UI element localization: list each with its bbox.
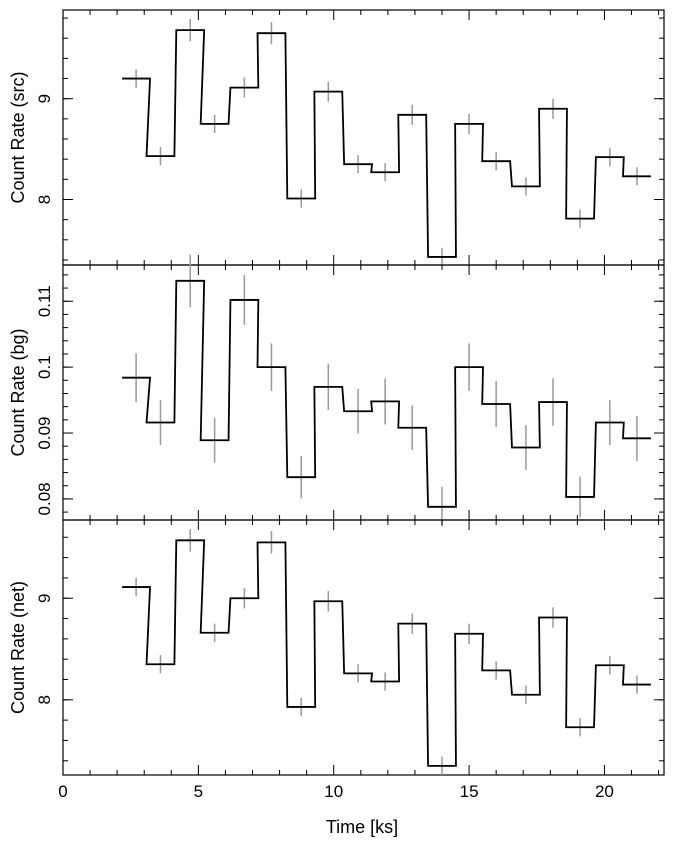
panel-net: 8 9 Count Rate (net) — [8, 519, 665, 776]
y-tick-label: 8 — [35, 195, 54, 204]
x-axis-tick-labels: 0 5 10 15 20 — [58, 782, 614, 801]
panel-src: 8 9 Count Rate (src) — [8, 9, 665, 267]
x-tick-label: 0 — [58, 782, 67, 801]
x-tick-label: 5 — [194, 782, 203, 801]
panel-frame — [62, 9, 665, 266]
series-step-line-src — [122, 29, 651, 258]
x-tick-label: 10 — [324, 782, 343, 801]
y-tick-label: 9 — [35, 94, 54, 103]
series-step-line-net — [122, 539, 651, 767]
y-tick-label: 8 — [35, 695, 54, 704]
y-tick-label: 0.09 — [35, 416, 54, 449]
x-tick-label: 15 — [460, 782, 479, 801]
x-tick-label: 20 — [595, 782, 614, 801]
y-axis-label: Count Rate (src) — [8, 71, 28, 203]
panel-frame — [62, 264, 665, 521]
y-tick-label: 0.08 — [35, 482, 54, 515]
series-step-line-bg — [122, 279, 651, 508]
y-axis-label: Count Rate (bg) — [8, 328, 28, 456]
y-tick-label: 0.11 — [35, 285, 54, 317]
y-tick-label: 0.1 — [35, 355, 54, 379]
panel-bg: 0.08 0.09 0.1 0.11 Count Rate (bg) — [8, 254, 665, 527]
y-axis-label: Count Rate (net) — [8, 581, 28, 714]
panel-frame — [62, 519, 665, 776]
x-axis-label: Time [ks] — [326, 817, 398, 837]
y-tick-label: 9 — [35, 593, 54, 602]
